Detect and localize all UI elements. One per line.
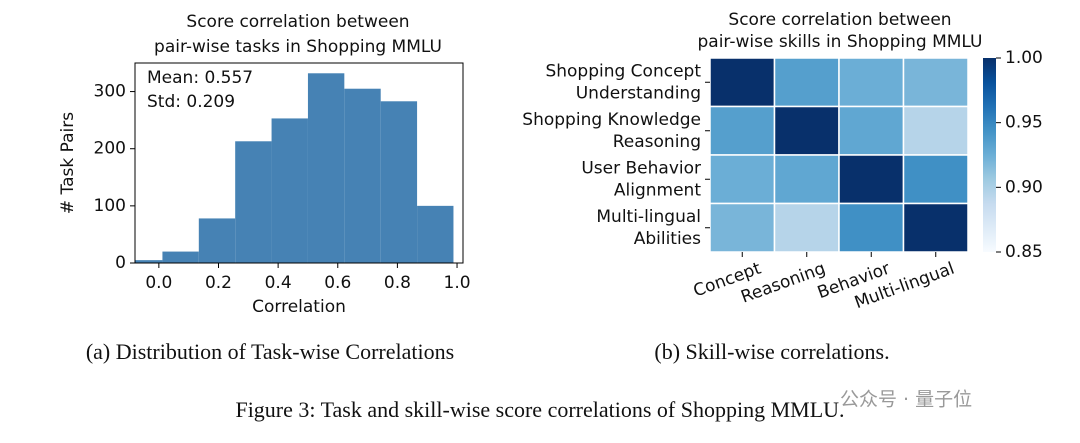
y-axis-label: # Task Pairs	[58, 112, 78, 214]
heat-cell	[709, 154, 776, 205]
caption-b: (b) Skill-wise correlations.	[654, 339, 889, 364]
chart-title: pair-wise skills in Shopping MMLU	[698, 32, 983, 52]
y-tick-label: 300	[94, 82, 126, 102]
heat-cell	[838, 57, 905, 108]
heat-cell	[838, 105, 905, 156]
x-tick-label: 0.8	[384, 273, 411, 293]
caption-a: (a) Distribution of Task-wise Correlatio…	[86, 339, 454, 364]
x-axis-label: Correlation	[252, 297, 346, 317]
chart-title: pair-wise tasks in Shopping MMLU	[154, 37, 442, 57]
y-tick-label: 0	[115, 253, 126, 273]
x-tick-label: 0.6	[324, 273, 351, 293]
colorbar-tick-label: 0.95	[1005, 113, 1043, 133]
y-tick-label: Multi-lingual	[596, 207, 701, 227]
x-tick-label: 0.0	[145, 273, 172, 293]
colorbar-tick-label: 0.85	[1005, 242, 1043, 262]
chart-title: Score correlation between	[186, 12, 409, 32]
annotation: Mean: 0.557	[147, 68, 253, 88]
bar	[344, 88, 381, 263]
x-tick-label: 1.0	[444, 273, 471, 293]
heat-cell	[709, 202, 776, 253]
y-tick-label: Shopping Knowledge	[522, 110, 701, 130]
plot-frame	[134, 62, 464, 264]
chart-title: Score correlation between	[728, 10, 951, 30]
y-tick-label: 200	[94, 139, 126, 159]
bar	[307, 73, 345, 263]
bar	[380, 101, 418, 263]
figure-caption: Figure 3: Task and skill-wise score corr…	[235, 397, 844, 422]
bar	[235, 141, 272, 263]
annotation: Std: 0.209	[147, 92, 235, 112]
heat-cell	[709, 57, 776, 108]
bar	[198, 218, 236, 263]
x-tick-label: 0.2	[205, 273, 232, 293]
heat-cell	[902, 105, 969, 156]
bar	[271, 118, 308, 263]
heat-cell	[773, 202, 840, 253]
colorbar-tick-label: 1.00	[1005, 48, 1043, 68]
bars	[135, 73, 454, 263]
y-tick-label: Reasoning	[613, 132, 701, 152]
heat-cell	[773, 105, 840, 156]
bar	[417, 205, 454, 263]
heat-cell	[838, 202, 905, 253]
y-tick-label: Understanding	[576, 83, 701, 103]
heat-cell	[773, 57, 840, 108]
heat-cell	[902, 57, 969, 108]
heat-cell	[902, 202, 969, 253]
colorbar-tick-label: 0.90	[1005, 177, 1043, 197]
bar	[135, 260, 163, 263]
heat-cell	[902, 154, 969, 205]
heat-cell	[709, 105, 776, 156]
x-tick-label: 0.4	[265, 273, 292, 293]
y-tick-label: User Behavior	[581, 158, 701, 178]
heat-cell	[773, 154, 840, 205]
watermark: 公众号 · 量子位	[840, 389, 972, 411]
y-tick-label: Abilities	[634, 229, 701, 249]
y-tick-label: Alignment	[614, 180, 701, 200]
y-tick-label: 100	[94, 196, 126, 216]
bar	[162, 251, 199, 263]
y-tick-label: Shopping Concept	[545, 61, 701, 81]
heat-cell	[838, 154, 905, 205]
colorbar	[983, 58, 996, 252]
